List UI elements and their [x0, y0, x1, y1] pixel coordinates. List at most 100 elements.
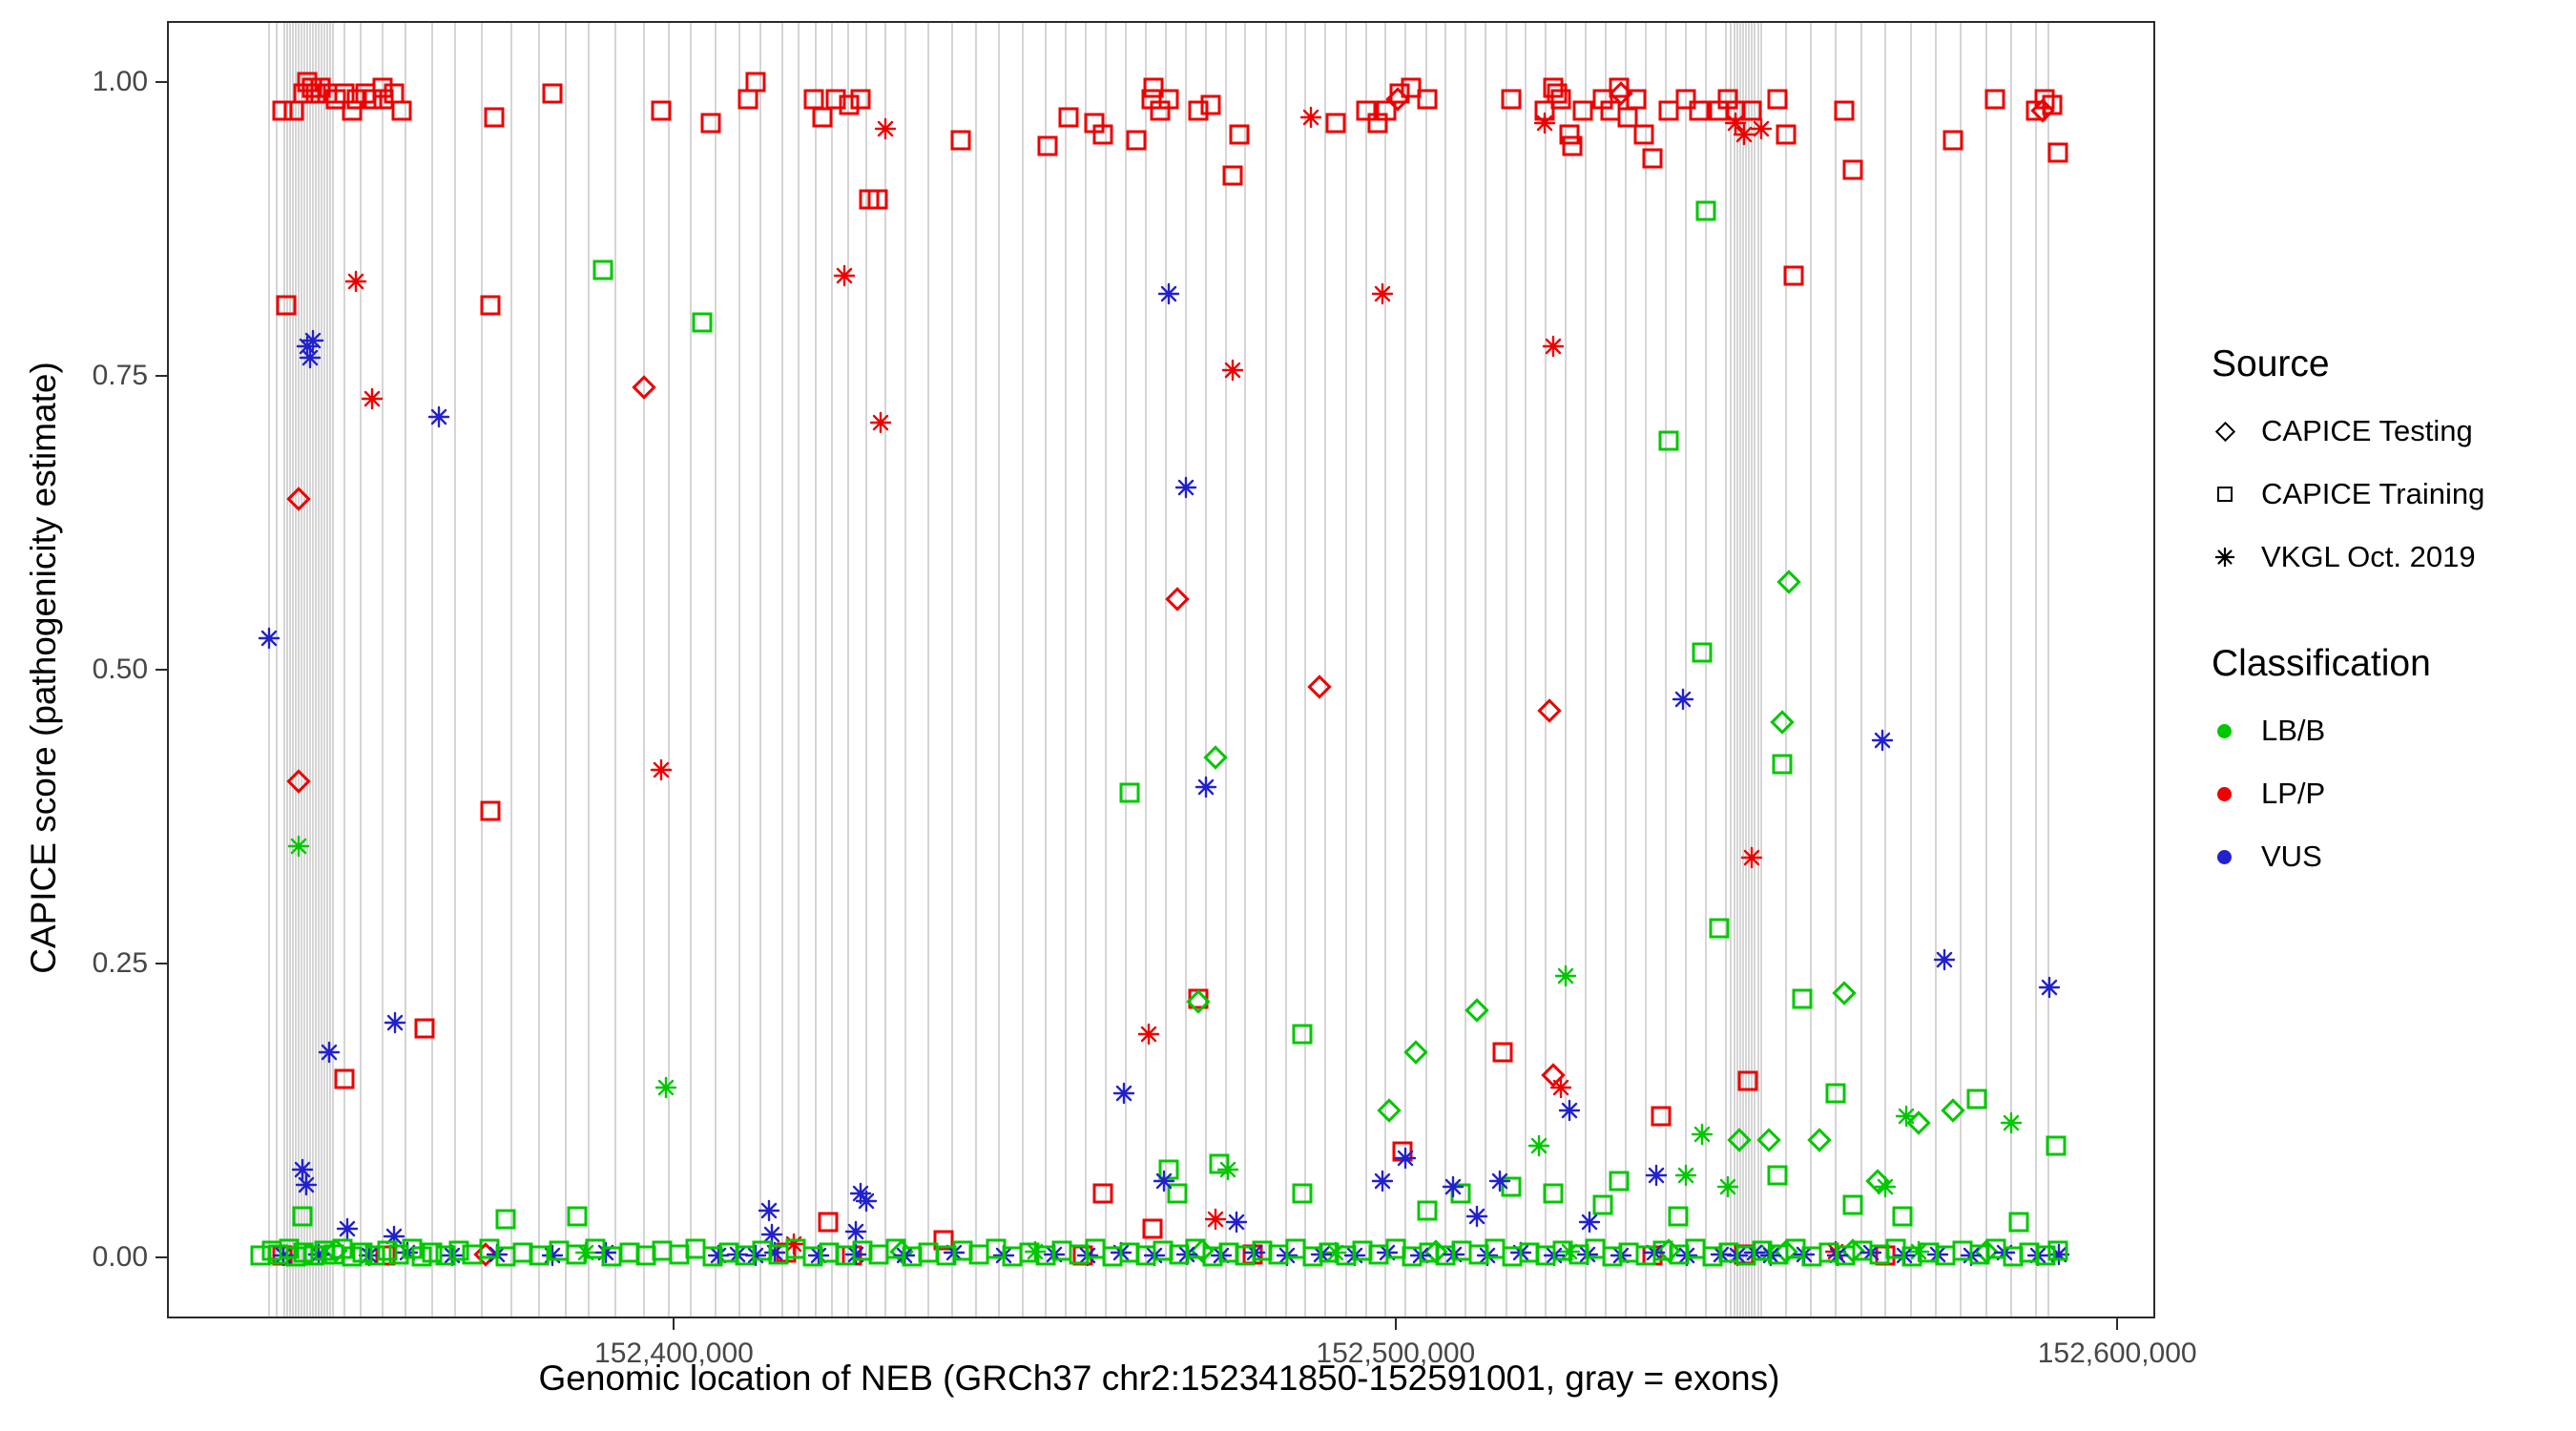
data-point	[358, 1244, 381, 1267]
exon-line	[1244, 23, 1247, 1317]
data-point	[1143, 77, 1164, 98]
data-point	[825, 89, 846, 110]
x-tick-label: 152,400,000	[594, 1338, 754, 1369]
exon-line	[1736, 23, 1739, 1317]
data-point	[293, 1242, 314, 1263]
plot-panel: 152,400,000 152,500,000 152,600,000 0.00 0.2…	[93, 21, 2197, 1369]
data-point	[1292, 1024, 1313, 1045]
exon-line	[1859, 23, 1862, 1317]
data-point	[2047, 1240, 2068, 1261]
data-point	[1691, 1123, 1714, 1146]
exon-line	[1145, 23, 1148, 1317]
y-tick-label: 0.50	[92, 653, 148, 685]
data-point	[807, 1244, 830, 1267]
exon-line	[509, 23, 512, 1317]
data-point	[1609, 77, 1630, 98]
data-point	[336, 1217, 359, 1240]
data-point	[1371, 1170, 1394, 1192]
data-point	[760, 1223, 783, 1246]
data-point	[542, 83, 563, 104]
data-point	[1417, 1200, 1438, 1221]
legend-item-label: CAPICE Training	[2261, 477, 2485, 510]
data-point	[303, 1245, 324, 1266]
data-point	[2008, 1212, 2029, 1233]
exon-line	[1044, 23, 1047, 1317]
data-point	[1767, 1165, 1788, 1186]
exon-line	[1104, 23, 1107, 1317]
data-point	[1188, 100, 1209, 121]
y-tick-label: 1.00	[92, 65, 148, 97]
data-point	[287, 835, 310, 858]
x-tick	[2116, 1317, 2119, 1330]
data-point	[1225, 1211, 1248, 1234]
data-point	[1325, 113, 1346, 134]
legend-classification: Classification LB/B LP/P VUS	[2212, 643, 2565, 874]
data-point	[1401, 77, 1422, 98]
data-point	[1501, 1176, 1522, 1197]
data-point	[1543, 1183, 1564, 1204]
data-point	[594, 1241, 617, 1264]
exon-line	[1424, 23, 1427, 1317]
data-point	[1324, 1241, 1347, 1264]
data-point	[1559, 124, 1580, 145]
exon-line	[1754, 23, 1756, 1317]
data-point	[1834, 100, 1855, 121]
data-point	[1658, 430, 1679, 451]
data-point	[812, 107, 833, 128]
data-point	[1562, 135, 1583, 156]
data-point	[1933, 948, 1956, 971]
data-point	[1724, 112, 1747, 135]
exon-line	[1465, 23, 1467, 1317]
data-point	[2000, 1111, 2023, 1134]
data-point	[1674, 1164, 1697, 1187]
data-point	[1222, 165, 1243, 186]
data-point	[1092, 1183, 1113, 1204]
x-tick-label: 152,600,000	[2037, 1338, 2197, 1369]
data-point	[276, 295, 297, 316]
exon-line	[884, 23, 887, 1317]
exon-line	[292, 23, 295, 1317]
data-point	[1188, 988, 1209, 1009]
data-point	[1157, 282, 1180, 305]
data-point	[318, 1041, 341, 1064]
exon-line	[1705, 23, 1708, 1317]
data-point	[1229, 124, 1250, 145]
data-point	[700, 113, 721, 134]
exon-line	[1545, 23, 1548, 1317]
data-point	[1892, 1206, 1913, 1227]
legend-item-label: VUS	[2261, 840, 2322, 873]
exon-line	[927, 23, 930, 1317]
data-point	[1394, 1147, 1417, 1170]
data-point	[1772, 754, 1793, 775]
data-point	[1488, 1170, 1511, 1192]
exon-line	[847, 23, 850, 1317]
y-tick	[156, 669, 169, 671]
exon-line	[332, 23, 335, 1317]
data-point	[1692, 642, 1713, 662]
exon-line	[831, 23, 834, 1317]
legend-classification-title: Classification	[2212, 643, 2431, 684]
asterisk-icon	[2212, 544, 2238, 570]
data-point	[1783, 265, 1804, 286]
data-point	[301, 329, 324, 352]
data-point	[1527, 1134, 1550, 1157]
y-tick	[156, 374, 169, 377]
exon-line	[1760, 23, 1763, 1317]
data-point	[1442, 1175, 1465, 1198]
data-point	[1299, 106, 1322, 129]
data-point	[1689, 100, 1710, 121]
legend-item-label: LB/B	[2261, 714, 2326, 747]
data-point	[1740, 846, 1763, 869]
data-point	[933, 1230, 954, 1251]
exon-line	[1184, 23, 1187, 1317]
data-point	[1024, 1240, 1047, 1263]
exon-line	[1304, 23, 1307, 1317]
exon-line	[2047, 23, 2050, 1317]
data-point	[1842, 159, 1863, 180]
exon-line	[780, 23, 783, 1317]
data-point	[1119, 782, 1140, 803]
exon-line	[431, 23, 434, 1317]
data-point	[566, 1244, 587, 1265]
data-point	[411, 1246, 432, 1267]
legend-item-lbb: LB/B	[2212, 714, 2565, 748]
